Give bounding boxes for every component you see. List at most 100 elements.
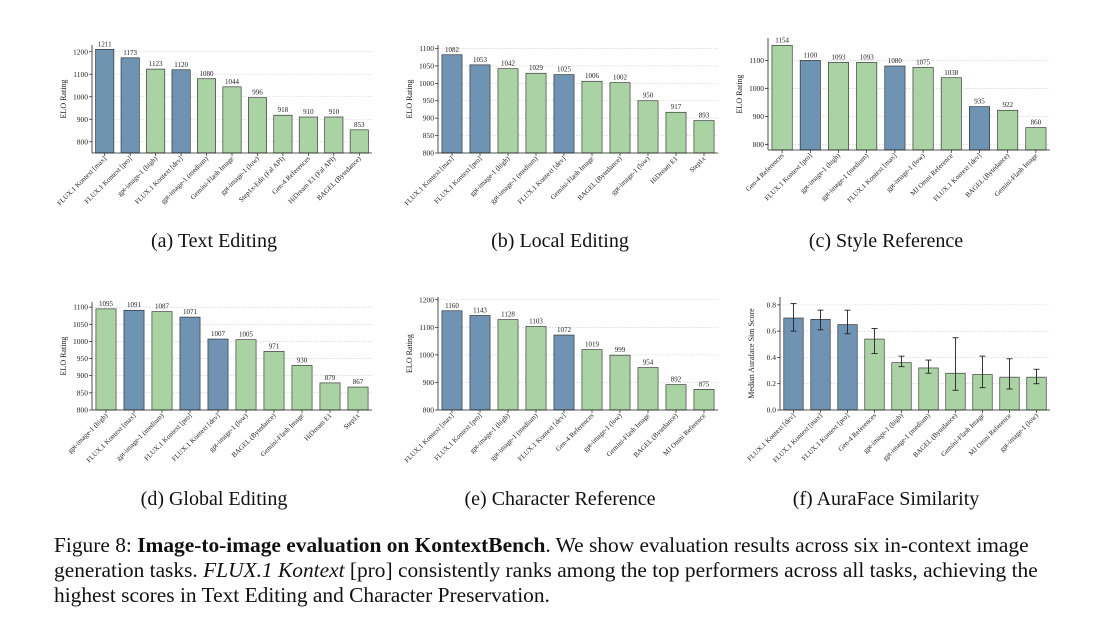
y-tick-label: 1000 [749, 84, 764, 93]
x-tick-label: FLUX.1 Kontext [max] [771, 412, 824, 465]
data-label: 1154 [775, 36, 789, 44]
data-label: 954 [643, 359, 654, 367]
data-label: 853 [354, 121, 365, 129]
y-tick-label: 900 [77, 371, 89, 380]
data-label: 910 [303, 108, 314, 116]
y-tick-label: 800 [423, 406, 435, 415]
x-tick-label: gpt-image-1 (medium) [881, 411, 932, 462]
data-label: 879 [325, 374, 336, 382]
data-label: 893 [699, 112, 710, 120]
subcaption-f: (f) AuraFace Similarity [792, 488, 980, 510]
y-axis-label: ELO Rating [735, 75, 744, 114]
data-label: 1211 [98, 40, 112, 48]
y-tick-label: 800 [423, 149, 435, 158]
y-tick-label: 950 [77, 354, 89, 363]
caption-italic: FLUX.1 Kontext [203, 558, 345, 582]
y-tick-label: 900 [423, 114, 435, 123]
data-label: 1100 [803, 51, 817, 59]
y-tick-label: 1200 [73, 47, 88, 56]
data-label: 1042 [501, 60, 516, 68]
y-tick-label: 0.6 [767, 327, 777, 336]
y-axis-label: ELO Rating [59, 80, 68, 119]
data-label: 1173 [123, 49, 137, 57]
data-label: 867 [353, 378, 364, 386]
data-label: 999 [615, 346, 626, 354]
data-label: 1002 [613, 74, 628, 82]
data-label: 892 [671, 376, 682, 384]
y-tick-label: 900 [423, 378, 435, 387]
data-label: 1128 [501, 311, 515, 319]
x-tick-label: FLUX.1 Kontext [dev] [746, 412, 797, 463]
y-axis-label: ELO Rating [405, 334, 414, 373]
data-label: 917 [671, 103, 682, 111]
subcaption-a: (a) Text Editing [151, 230, 277, 252]
subcaption-e: (e) Character Reference [464, 488, 656, 510]
chart-panel-d: 800 850 900 950 1000 1050 1100 1095 gpt-image-1 … [59, 300, 372, 510]
data-label: 1080 [888, 57, 903, 65]
x-tick-label: FLUX.1 Kontext [pro] [800, 412, 851, 463]
data-label: 922 [1002, 101, 1013, 109]
y-tick-label: 850 [77, 388, 89, 397]
y-tick-label: 900 [753, 112, 765, 121]
caption-text-1: . We show evaluation results across six … [54, 533, 1029, 582]
data-label: 1038 [944, 69, 959, 77]
y-axis-label: ELO Rating [59, 337, 68, 376]
y-tick-label: 1000 [73, 92, 88, 101]
y-tick-label: 850 [423, 131, 435, 140]
data-label: 1093 [832, 53, 847, 61]
caption-text-2: [pro] consistently ranks among the top p… [54, 558, 1038, 607]
data-label: 1025 [557, 66, 572, 74]
data-label: 1143 [473, 306, 487, 314]
bar [891, 362, 912, 411]
data-label: 1044 [225, 78, 240, 86]
data-label: 1103 [529, 317, 543, 325]
data-label: 930 [297, 356, 308, 364]
data-label: 1006 [585, 72, 600, 80]
data-label: 996 [252, 89, 263, 97]
subcaption-b: (b) Local Editing [491, 230, 629, 252]
y-axis-label: Median Auraface Sim Score [747, 308, 756, 399]
y-tick-label: 1100 [73, 70, 88, 79]
data-label: 1007 [211, 330, 226, 338]
data-label: 1029 [529, 64, 544, 72]
y-tick-label: 900 [77, 115, 89, 124]
subcaption-d: (d) Global Editing [140, 488, 288, 510]
subcaption-c: (c) Style Reference [808, 230, 964, 252]
y-tick-label: 0.2 [767, 379, 777, 388]
chart-panel-f: 0.0 0.2 0.4 0.6 0.8 FLUX.1 Kontext [dev] FLUX.… [746, 297, 1050, 510]
y-tick-label: 1100 [749, 56, 764, 65]
data-label: 1087 [155, 303, 170, 311]
data-label: 860 [1031, 119, 1042, 127]
data-label: 1123 [149, 60, 163, 68]
y-tick-label: 800 [77, 406, 89, 415]
y-tick-label: 1100 [73, 303, 88, 312]
data-label: 1071 [183, 308, 198, 316]
data-label: 1080 [200, 70, 215, 78]
chart-panel-a: 800 900 1000 1100 1200 1211 FLUX.1 Kontext [ma… [56, 40, 372, 252]
data-label: 875 [699, 380, 710, 388]
data-label: 1093 [860, 53, 875, 61]
bar [837, 324, 858, 411]
y-tick-label: 1000 [419, 79, 434, 88]
y-tick-label: 1200 [419, 295, 434, 304]
data-label: 1019 [585, 341, 600, 349]
figure-caption: Figure 8: Image-to-image evaluation on K… [54, 533, 1064, 608]
y-tick-label: 1000 [73, 337, 88, 346]
bar [783, 317, 804, 411]
data-label: 1072 [557, 326, 572, 334]
y-tick-label: 0.4 [767, 353, 777, 362]
chart-panel-b: 800 850 900 950 1000 1050 1100 1082 FLUX.1 Konte… [403, 44, 718, 252]
y-tick-label: 1100 [419, 44, 434, 53]
caption-bold: Image-to-image evaluation on KontextBenc… [137, 533, 546, 557]
data-label: 971 [269, 342, 280, 350]
figure-grid: 800 900 1000 1100 1200 1211 FLUX.1 Kontext [ma… [56, 36, 1050, 510]
bar [810, 319, 831, 411]
y-tick-label: 1100 [419, 323, 434, 332]
chart-panel-c: 800 900 1000 1100 1154 Gen-4 References 1100 FL… [735, 36, 1050, 252]
y-tick-label: 800 [753, 140, 765, 149]
caption-prefix: Figure 8: [54, 533, 138, 557]
y-axis-label: ELO Rating [405, 80, 414, 119]
